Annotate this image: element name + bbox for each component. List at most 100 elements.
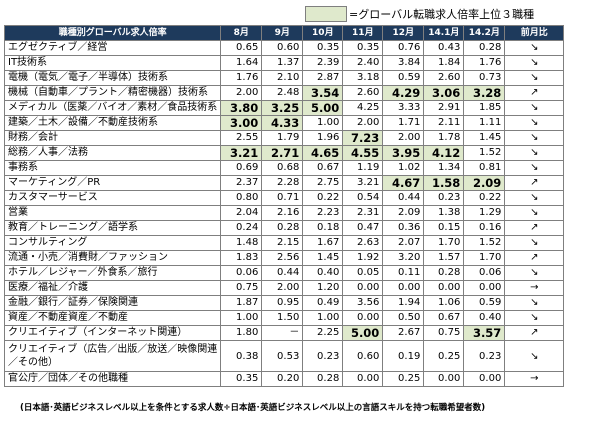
table-row: 総務／人事／法務 3.21 2.71 4.65 4.55 3.95 4.12 1.52 ↘ [3,145,565,161]
ratio-value: 1.58 [423,175,465,191]
trend-arrow-icon: ↘ [504,310,565,326]
ratio-value: 1.67 [302,235,344,251]
footnote: (日本語･英語ビジネスレベル以上を条件とする求人数÷日本語･英語ビジネスレベル以… [20,403,486,413]
trend-arrow-icon: ↘ [504,235,565,251]
header-trend: 前月比 [504,25,565,41]
ratio-value: 0.50 [382,310,425,326]
ratio-value: 1.94 [382,295,425,311]
ratio-value: 3.06 [423,85,465,101]
trend-arrow-icon: ↗ [504,325,565,341]
ratio-value: 4.33 [261,115,304,131]
ratio-value: 4.25 [342,100,384,116]
ratio-value: 3.21 [342,175,384,191]
ratio-value: 0.23 [423,190,465,206]
ratio-value: 1.45 [302,250,344,266]
ratio-value: 1.78 [423,130,465,146]
ratio-value: 2.37 [220,175,263,191]
table-row: メディカル（医薬／バイオ／素材／食品技術系 3.80 3.25 5.00 4.25 3.3… [3,100,565,116]
job-category: 医療／福祉／介護 [3,280,222,296]
ratio-value: 1.37 [261,55,304,71]
ratio-value: 5.00 [342,325,384,341]
ratio-value: 0.00 [463,371,506,387]
table-header-row: 職種別グローバル求人倍率 8月 9月 10月 11月 12月 14.1月 14.… [3,25,565,41]
trend-arrow-icon: ↘ [504,115,565,131]
ratio-value: 2.28 [261,175,304,191]
ratio-value: 0.53 [261,340,304,372]
ratio-value: 1.38 [423,205,465,221]
ratio-value: 0.60 [261,40,304,56]
job-category: 金融／銀行／証券／保険関連 [3,295,222,311]
trend-arrow-icon: ↘ [504,295,565,311]
ratio-value: 1.76 [220,70,263,86]
trend-arrow-icon: ↘ [504,130,565,146]
trend-arrow-icon: ↘ [504,190,565,206]
ratio-value: 1.70 [423,235,465,251]
ratio-value: 0.76 [382,40,425,56]
job-category: 電機（電気／電子／半導体）技術系 [3,70,222,86]
ratio-value: 2.71 [261,145,304,161]
ratio-value: 2.25 [302,325,344,341]
ratio-value: 4.12 [423,145,465,161]
ratio-value: 0.06 [463,265,506,281]
table-row: クリエイティブ（インターネット関連） 1.80 － 2.25 5.00 2.67 0.75 3… [3,325,565,341]
legend-text: =グローバル転職求人倍率上位３職種 [349,8,535,21]
ratio-value: 1.00 [302,310,344,326]
ratio-value: 0.25 [382,371,425,387]
ratio-value: 0.44 [382,190,425,206]
ratio-value: 2.75 [302,175,344,191]
ratio-value: 3.54 [302,85,344,101]
ratio-value: 3.21 [220,145,263,161]
ratio-value: 1.20 [302,280,344,296]
table-row: マーケティング／PR 2.37 2.28 2.75 3.21 4.67 1.58 2.09 ↗ [3,175,565,191]
ratio-value: 0.22 [302,190,344,206]
ratio-value: 0.54 [342,190,384,206]
ratio-value: 1.70 [463,250,506,266]
ratio-value: 0.00 [342,280,384,296]
ratio-value: 3.84 [382,55,425,71]
ratio-value: 1.45 [463,130,506,146]
job-category: 財務／会計 [3,130,222,146]
ratio-value: 2.00 [220,85,263,101]
table-row: 資産／不動産資産／不動産 1.00 1.50 1.00 0.00 0.50 0.67 0.40… [3,310,565,326]
ratio-value: 5.00 [302,100,344,116]
ratio-value: 3.18 [342,70,384,86]
ratio-value: － [261,325,304,341]
ratio-value: 1.92 [342,250,384,266]
ratio-value: 0.05 [342,265,384,281]
table-row: コンサルティング 1.48 2.15 1.67 2.63 2.07 1.70 1.52 ↘ [3,235,565,251]
ratio-value: 2.00 [382,130,425,146]
ratio-value: 0.59 [382,70,425,86]
job-category: クリエイティブ（広告／出版／放送／映像関連／その他） [3,340,222,372]
ratio-value: 2.91 [423,100,465,116]
ratio-value: 2.60 [423,70,465,86]
ratio-value: 0.40 [302,265,344,281]
trend-arrow-icon: ↗ [504,85,565,101]
ratio-value: 2.55 [220,130,263,146]
ratio-value: 1.06 [423,295,465,311]
job-category: カスタマーサービス [3,190,222,206]
table-row: ホテル／レジャー／外食系／旅行 0.06 0.44 0.40 0.05 0.11 0.28 0… [3,265,565,281]
trend-arrow-icon: ↘ [504,160,565,176]
ratio-value: 0.68 [261,160,304,176]
trend-arrow-icon: → [504,280,565,296]
ratio-value: 2.31 [342,205,384,221]
trend-arrow-icon: ↗ [504,175,565,191]
ratio-value: 0.65 [220,40,263,56]
ratio-value: 0.71 [261,190,304,206]
header-month: 11月 [342,25,384,41]
header-month: 9月 [261,25,304,41]
ratio-value: 0.95 [261,295,304,311]
ratio-value: 2.56 [261,250,304,266]
ratio-value: 1.80 [220,325,263,341]
ratio-value: 1.50 [261,310,304,326]
ratio-value: 1.34 [423,160,465,176]
ratio-value: 0.00 [463,280,506,296]
ratio-value: 3.80 [220,100,263,116]
table-row: IT技術系 1.64 1.37 2.39 2.40 3.84 1.84 1.76 ↘ [3,55,565,71]
ratio-value: 0.28 [463,40,506,56]
job-category: コンサルティング [3,235,222,251]
job-category: 営業 [3,205,222,221]
ratio-value: 1.48 [220,235,263,251]
header-month: 10月 [302,25,344,41]
job-category: 建築／土木／設備／不動産技術系 [3,115,222,131]
